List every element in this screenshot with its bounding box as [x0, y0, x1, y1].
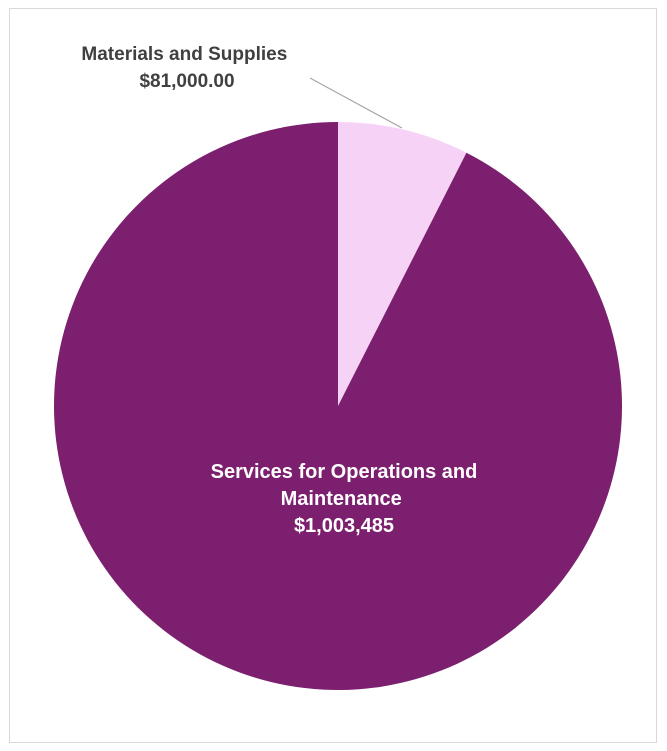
- services-name-wrap: Maintenance: [281, 488, 402, 510]
- pie-slices: [54, 122, 623, 690]
- services-name: Services for Operations and: [211, 461, 478, 483]
- materials-value: $81,000.00: [139, 71, 234, 92]
- pie-slice-materials-and-supplies: [338, 122, 467, 406]
- services-value: $1,003,485: [294, 515, 394, 537]
- pie-slice-services-operations-maintenance: [54, 122, 623, 690]
- services-label: Services for Operations and Maintenance $…: [211, 461, 478, 537]
- materials-name: Materials and Supplies: [81, 44, 287, 65]
- materials-label: Materials and Supplies $81,000.00: [81, 44, 292, 92]
- materials-leader-line: [309, 77, 403, 129]
